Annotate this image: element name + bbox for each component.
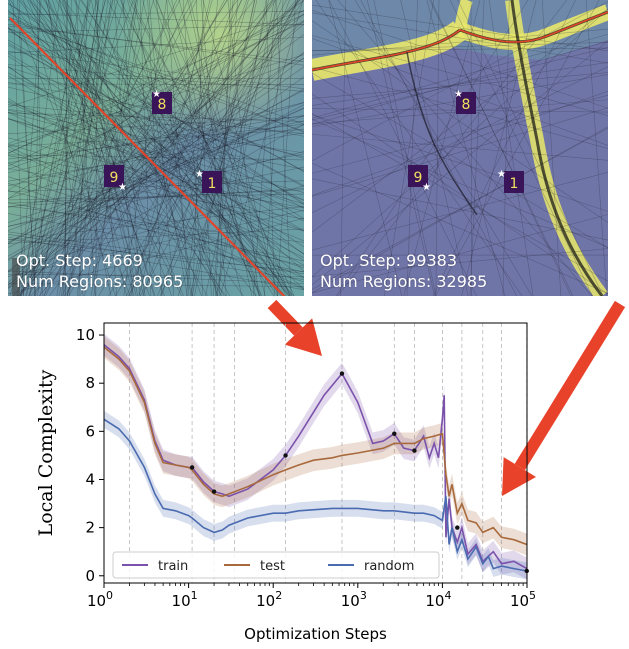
- y-axis-label: Local Complexity: [35, 369, 57, 536]
- series-band-train: [104, 333, 527, 580]
- svg-text:1: 1: [208, 176, 217, 192]
- opt-step-label: Opt. Step: 4669: [16, 251, 143, 270]
- digit-thumbnail: 1: [504, 171, 524, 193]
- y-tick-label: 4: [85, 470, 95, 488]
- star-marker: ★: [454, 89, 463, 100]
- svg-text:9: 9: [110, 170, 119, 186]
- y-tick-label: 6: [85, 422, 95, 440]
- right-panel-caption: Opt. Step: 99383 Num Regions: 32985: [320, 250, 487, 292]
- checkpoint-marker: [392, 431, 397, 436]
- checkpoint-marker: [283, 453, 288, 458]
- series-band-random: [104, 410, 527, 580]
- svg-text:8: 8: [158, 97, 167, 113]
- checkpoint-marker: [455, 525, 460, 530]
- svg-text:8: 8: [462, 97, 471, 113]
- legend: train test random: [112, 551, 440, 579]
- digit-thumbnail: 8: [456, 92, 476, 114]
- x-tick-label: 100: [87, 589, 113, 610]
- decision-boundary-line: [9, 17, 286, 296]
- checkpoint-marker: [339, 371, 345, 376]
- star-marker: ★: [118, 182, 127, 193]
- svg-text:1: 1: [510, 176, 519, 192]
- num-regions-label: Num Regions: 32985: [320, 272, 488, 291]
- star-marker: ★: [152, 89, 161, 100]
- star-marker: ★: [497, 169, 506, 180]
- y-tick-label: 0: [85, 567, 95, 585]
- legend-label-test: test: [260, 559, 285, 574]
- x-tick-label: 104: [425, 589, 451, 610]
- digit-thumbnail: 8: [152, 92, 172, 114]
- digit-thumbnail: 1: [202, 171, 222, 193]
- checkpoint-marker: [412, 448, 417, 453]
- star-marker: ★: [195, 169, 204, 180]
- y-tick-label: 10: [76, 326, 95, 344]
- digit-thumbnail: 9: [408, 165, 428, 187]
- x-tick-label: 103: [341, 589, 367, 610]
- series-line-test: [103, 346, 528, 546]
- x-tick-label: 105: [510, 589, 536, 610]
- num-regions-label: Num Regions: 80965: [16, 272, 184, 291]
- star-marker: ★: [422, 182, 431, 193]
- y-tick-label: 8: [85, 374, 95, 392]
- local-complexity-chart: 100 101 102 103 104 105 0 2 4 6 8 10 Optimization …: [35, 299, 626, 643]
- checkpoint-marker: [211, 489, 217, 494]
- left-partition-image: 8 9 1 ★ ★ ★: [8, 0, 304, 296]
- series-band-test: [104, 336, 527, 556]
- left-arrow: [267, 299, 322, 356]
- decision-boundary-line: [312, 11, 608, 71]
- left-panel-caption: Opt. Step: 4669 Num Regions: 80965: [16, 250, 183, 292]
- legend-box: [112, 551, 440, 579]
- right-partition-image: 8 9 1 ★ ★ ★: [312, 0, 608, 296]
- x-axis-label: Optimization Steps: [244, 625, 387, 643]
- legend-label-random: random: [364, 559, 414, 574]
- x-tick-label: 101: [172, 589, 198, 610]
- left-partition-panel: 8 9 1 ★ ★ ★ Opt. Step: 4669 Num Regions:…: [8, 0, 304, 296]
- svg-text:9: 9: [414, 170, 423, 186]
- y-tick-label: 2: [85, 519, 95, 537]
- right-partition-panel: 8 9 1 ★ ★ ★ Opt. Step: 99383 Num Regions…: [312, 0, 608, 296]
- legend-label-train: train: [158, 559, 188, 574]
- checkpoint-marker: [189, 465, 195, 470]
- x-tick-label: 102: [256, 589, 282, 610]
- digit-thumbnail: 9: [104, 165, 124, 187]
- plot-frame: [103, 322, 528, 584]
- opt-step-label: Opt. Step: 99383: [320, 251, 457, 270]
- right-arrow: [502, 300, 626, 496]
- series-line-random: [103, 418, 527, 572]
